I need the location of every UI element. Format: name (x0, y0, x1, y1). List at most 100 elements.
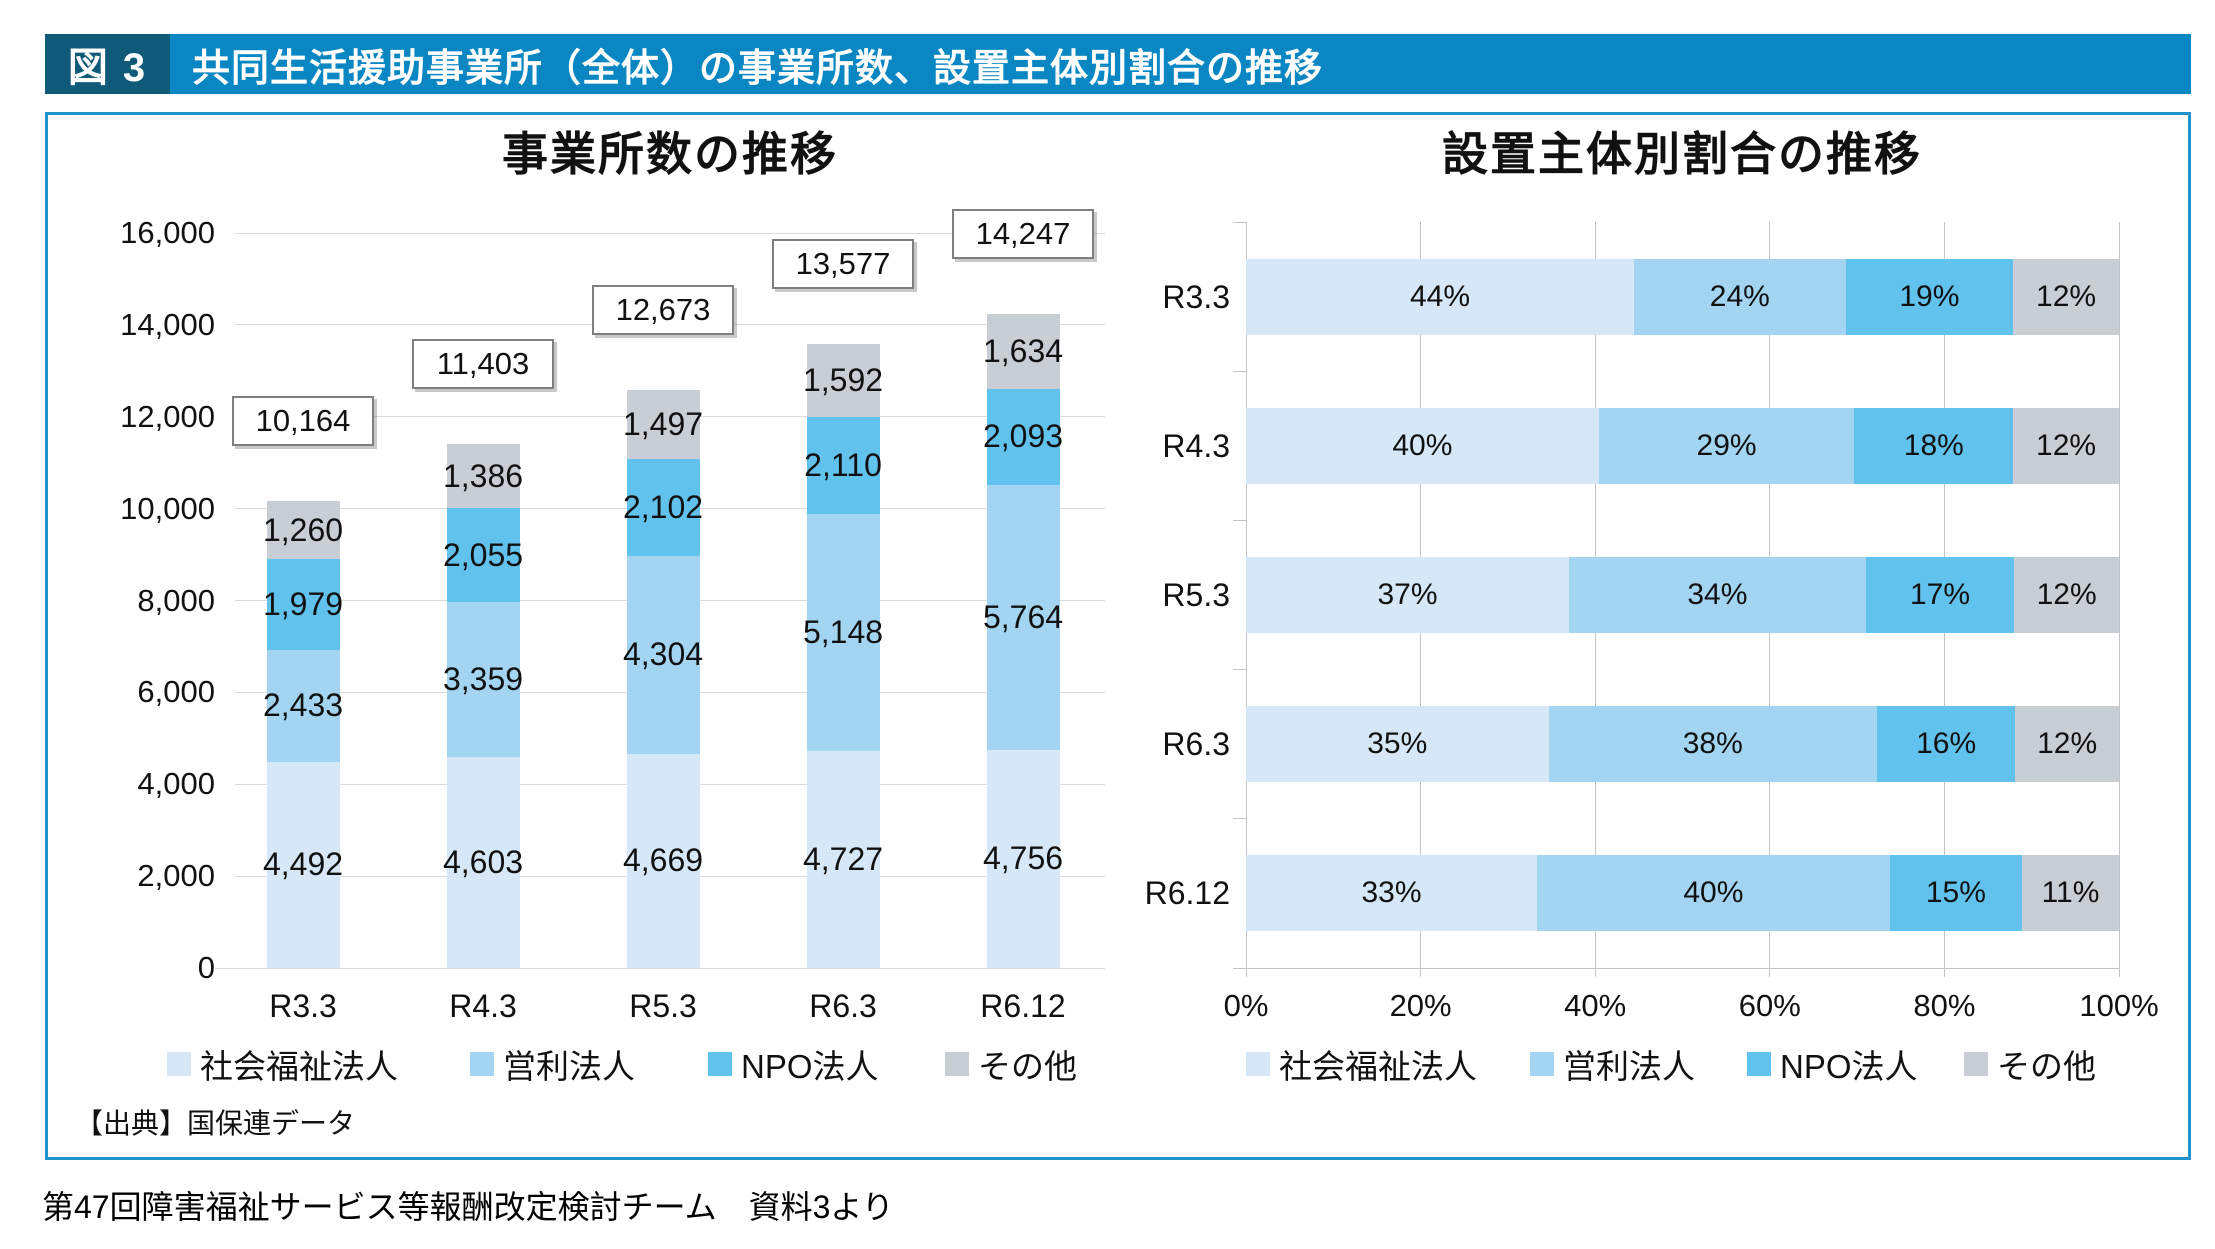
bar-segment-eiri-hojin: 5,148 (803, 514, 883, 751)
bar-segment-npo-hojin: 18% (1854, 407, 2014, 484)
bar-segment-shakai-fukushi-hojin: 35% (1246, 706, 1549, 783)
bar-segment-sonota: 1,497 (623, 390, 703, 460)
x-axis-tick (1420, 968, 1422, 977)
bar-segment-value: 4,727 (802, 840, 884, 877)
total-label-box: 13,577 (772, 239, 914, 290)
bar-segment-percent: 12% (2037, 727, 2098, 761)
bar-segment-percent: 16% (1916, 727, 1977, 761)
legend-swatch-npo-hojin (708, 1052, 732, 1076)
bar-segment-npo-hojin: 17% (1865, 557, 2015, 633)
bar-segment-shakai-fukushi-hojin: 4,727 (803, 750, 883, 968)
y-axis-tick (1233, 370, 1246, 372)
bar-segment-sonota: 11% (2022, 855, 2119, 932)
bar-segment-npo-hojin: 1,979 (263, 558, 343, 650)
x-axis-category-label: R4.3 (449, 988, 517, 1024)
bar-segment-sonota: 12% (2013, 258, 2119, 335)
legend-label: 営利法人 (1563, 1048, 1695, 1085)
bar-segment-npo-hojin: 2,110 (804, 417, 882, 515)
bar-segment-eiri-hojin: 3,359 (443, 602, 523, 757)
bar-segment-value: 4,669 (622, 842, 704, 879)
bar-segment-eiri-hojin: 29% (1598, 407, 1855, 484)
y-axis-category-label: R6.12 (1144, 875, 1230, 912)
legend-swatch-shakai-fukushi-hojin (167, 1052, 191, 1076)
bar-segment-npo-hojin: 2,102 (623, 459, 703, 556)
x-axis-tick-label: 60% (1738, 988, 1801, 1023)
y-axis-tick (1233, 221, 1246, 223)
page-footer: 第47回障害福祉サービス等報酬改定検討チーム 資料3より (42, 1189, 894, 1225)
total-label-box: 10,164 (232, 396, 374, 447)
bar-segment-value: 1,386 (442, 457, 524, 494)
x-axis-tick (1594, 968, 1596, 977)
bar-segment-percent: 18% (1903, 428, 1964, 462)
y-axis-tick-label: 8,000 (137, 582, 215, 618)
bar-segment-sonota: 1,260 (263, 501, 343, 559)
y-axis-zero-tick (215, 967, 235, 969)
legend-swatch-npo-hojin (1747, 1052, 1771, 1076)
legend-label: 社会福祉法人 (200, 1048, 398, 1085)
y-axis-tick (1233, 818, 1246, 820)
y-axis-tick-label: 12,000 (120, 398, 215, 434)
left-gridline (235, 967, 1105, 969)
y-axis-category-label: R3.3 (1162, 278, 1230, 315)
x-axis-tick (1769, 968, 1771, 977)
bar-segment-value: 1,260 (262, 511, 344, 548)
y-axis-category-label: R5.3 (1162, 577, 1230, 613)
y-axis-tick-label: 2,000 (137, 858, 215, 894)
bar-segment-shakai-fukushi-hojin: 4,669 (623, 753, 703, 968)
bar-segment-value: 1,634 (982, 332, 1064, 369)
legend-label: NPO法人 (1780, 1048, 1918, 1085)
bar-segment-value: 2,055 (442, 536, 524, 573)
figure-header: 図 3 共同生活援助事業所（全体）の事業所数、設置主体別割合の推移 (45, 34, 2191, 94)
bar-segment-npo-hojin: 19% (1845, 258, 2014, 335)
x-axis-category-label: R6.12 (980, 988, 1066, 1024)
y-axis-tick-label: 16,000 (120, 215, 215, 250)
bar-segment-npo-hojin: 15% (1889, 855, 2022, 932)
bar-segment-percent: 38% (1682, 727, 1743, 761)
left-gridline (235, 232, 1105, 234)
total-label-box: 12,673 (592, 285, 734, 336)
bar-segment-value: 2,102 (622, 489, 704, 525)
legend-item-npo-hojin: NPO法人 (1747, 1040, 1918, 1088)
y-axis-tick (1233, 967, 1246, 969)
bar-segment-value: 2,093 (982, 418, 1064, 455)
legend-item-eiri-hojin: 営利法人 (1530, 1040, 1695, 1088)
bar-segment-percent: 33% (1361, 876, 1422, 910)
legend-swatch-eiri-hojin (1530, 1052, 1554, 1076)
bar-segment-value: 5,148 (802, 614, 884, 651)
bar-segment-percent: 17% (1910, 578, 1971, 611)
x-axis-tick-label: 40% (1564, 988, 1627, 1023)
bar-segment-sonota: 1,634 (983, 313, 1063, 389)
bar-segment-value: 4,492 (262, 846, 344, 883)
bar-segment-percent: 35% (1367, 727, 1428, 761)
bar-segment-eiri-hojin: 5,764 (983, 484, 1063, 750)
legend-label: NPO法人 (741, 1048, 879, 1085)
bar-segment-sonota: 1,386 (443, 444, 523, 508)
bar-segment-percent: 40% (1683, 876, 1744, 910)
bar-segment-percent: 12% (2036, 428, 2097, 462)
bar-segment-sonota: 12% (2014, 557, 2119, 633)
bar-segment-npo-hojin: 16% (1876, 706, 2016, 783)
bar-segment-value: 4,304 (622, 636, 704, 673)
bar-segment-value: 3,359 (442, 660, 524, 697)
bar-segment-shakai-fukushi-hojin: 40% (1246, 407, 1599, 484)
x-axis-category-label: R3.3 (269, 988, 337, 1024)
bar-segment-eiri-hojin: 40% (1537, 855, 1890, 932)
legend-label: 営利法人 (503, 1048, 635, 1085)
legend-item-eiri-hojin: 営利法人 (470, 1040, 635, 1088)
legend-label: その他 (978, 1048, 1077, 1085)
x-axis-tick-label: 0% (1223, 988, 1269, 1023)
y-axis-tick-label: 14,000 (120, 306, 215, 342)
bar-segment-shakai-fukushi-hojin: 4,756 (983, 749, 1063, 968)
bar-segment-sonota: 1,592 (803, 344, 883, 418)
bar-segment-percent: 34% (1687, 578, 1748, 611)
legend-label: 社会福祉法人 (1279, 1048, 1477, 1085)
x-axis-tick (1245, 968, 1247, 977)
legend-item-npo-hojin: NPO法人 (708, 1040, 879, 1088)
bar-segment-percent: 24% (1709, 279, 1770, 313)
bar-segment-shakai-fukushi-hojin: 4,492 (263, 761, 343, 968)
bar-segment-percent: 12% (2036, 279, 2097, 313)
bar-segment-percent: 11% (2041, 876, 2100, 910)
bar-segment-value: 2,433 (262, 687, 344, 724)
bar-segment-value: 5,764 (982, 598, 1064, 635)
